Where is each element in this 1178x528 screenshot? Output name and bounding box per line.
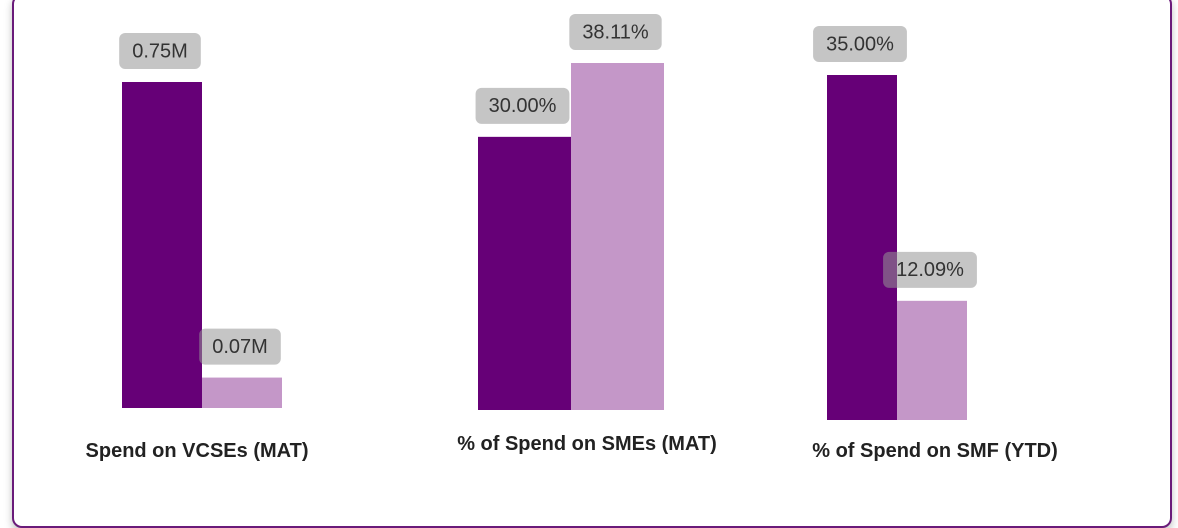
value-label-bg — [813, 26, 907, 62]
bar — [571, 63, 664, 410]
value-label: 35.00% — [826, 33, 894, 55]
chart-title: Spend on VCSEs (MAT) — [85, 440, 309, 462]
bar — [897, 300, 967, 420]
value-label: 12.09% — [896, 259, 964, 281]
value-label-bg — [199, 328, 281, 365]
bar — [122, 82, 202, 408]
chart-title: % of Spend on SMEs (MAT) — [457, 433, 717, 455]
chart: 0.75M 0.07M 30.00% 38.11% 35.00% 12.09% — [119, 14, 977, 420]
value-label-bg — [119, 33, 201, 69]
bar — [827, 75, 897, 420]
value-label: 0.75M — [132, 40, 188, 62]
value-label: 0.07M — [212, 336, 268, 358]
bar — [478, 136, 571, 410]
value-label: 30.00% — [489, 95, 557, 117]
value-label-bg — [475, 87, 570, 124]
value-label: 38.11% — [582, 21, 649, 43]
value-label-bg — [569, 14, 662, 50]
value-label-bg — [883, 251, 977, 288]
chart-title: % of Spend on SMF (YTD) — [812, 440, 1058, 462]
bar — [202, 377, 282, 408]
